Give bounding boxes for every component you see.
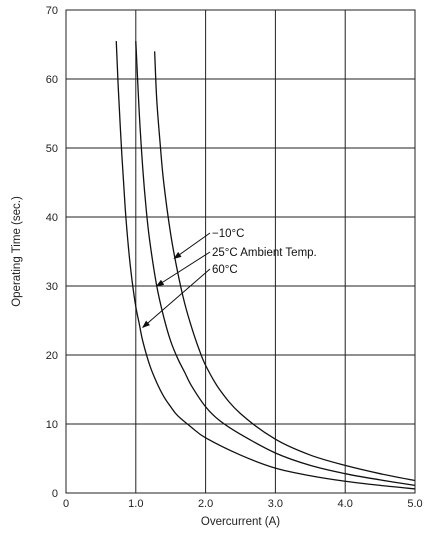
y-tick-label: 40 bbox=[46, 212, 58, 224]
annotation-label: 25°C Ambient Temp. bbox=[212, 247, 317, 259]
annotation-leader bbox=[142, 268, 211, 329]
annotation-leader bbox=[155, 251, 211, 287]
y-tick-label: 0 bbox=[52, 488, 58, 500]
x-tick-label: 0 bbox=[63, 498, 69, 510]
tick-labels: 0 1.0 2.0 3.0 4.0 5.0 0 10 20 30 40 50 60 70 bbox=[46, 5, 423, 510]
curve-25-c-ambient-temp- bbox=[135, 41, 416, 487]
x-axis-title: Overcurrent (A) bbox=[201, 516, 280, 528]
y-tick-label: 10 bbox=[46, 419, 58, 431]
curve--10-c bbox=[154, 51, 416, 482]
y-tick-label: 50 bbox=[46, 143, 58, 155]
curve-60-c bbox=[115, 41, 416, 490]
annotations: −10°C 25°C Ambient Temp. 60°C bbox=[142, 228, 317, 329]
x-tick-label: 5.0 bbox=[407, 498, 422, 510]
x-tick-label: 4.0 bbox=[338, 498, 353, 510]
plot-frame bbox=[65, 9, 416, 494]
y-tick-label: 60 bbox=[46, 74, 58, 86]
y-tick-label: 70 bbox=[46, 5, 58, 17]
curves bbox=[115, 41, 416, 490]
x-tick-label: 3.0 bbox=[268, 498, 283, 510]
annotation-label: −10°C bbox=[212, 228, 244, 240]
y-tick-label: 20 bbox=[46, 350, 58, 362]
y-axis-title: Operating Time (sec.) bbox=[11, 196, 23, 307]
x-tick-label: 2.0 bbox=[198, 498, 213, 510]
annotation-leader bbox=[173, 232, 211, 259]
x-tick-label: 1.0 bbox=[128, 498, 143, 510]
annotation-label: 60°C bbox=[212, 264, 238, 276]
grid bbox=[65, 9, 416, 494]
y-tick-label: 30 bbox=[46, 281, 58, 293]
